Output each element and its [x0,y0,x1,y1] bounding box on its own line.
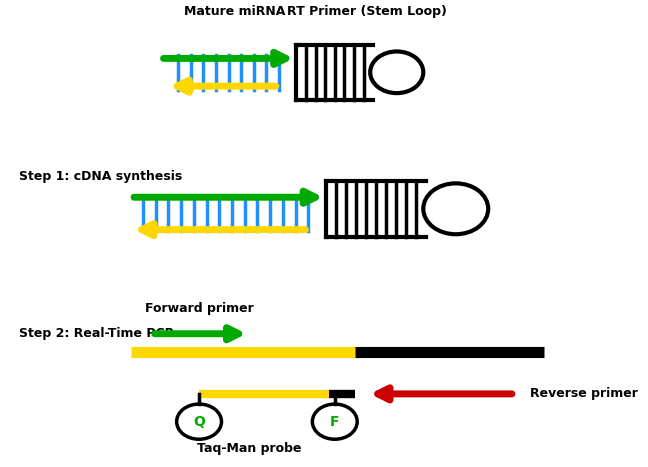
Text: Mature miRNA: Mature miRNA [184,5,285,18]
Circle shape [312,404,357,439]
Circle shape [177,404,222,439]
Text: F: F [330,415,340,429]
Text: Step 1: cDNA synthesis: Step 1: cDNA synthesis [19,170,182,183]
Text: Reverse primer: Reverse primer [529,388,638,400]
Text: Forward primer: Forward primer [145,302,253,315]
Text: Q: Q [193,415,205,429]
Text: Step 2: Real-Time PCR: Step 2: Real-Time PCR [19,327,174,340]
Text: Taq-Man probe: Taq-Man probe [197,441,301,454]
Text: RT Primer (Stem Loop): RT Primer (Stem Loop) [287,5,447,18]
